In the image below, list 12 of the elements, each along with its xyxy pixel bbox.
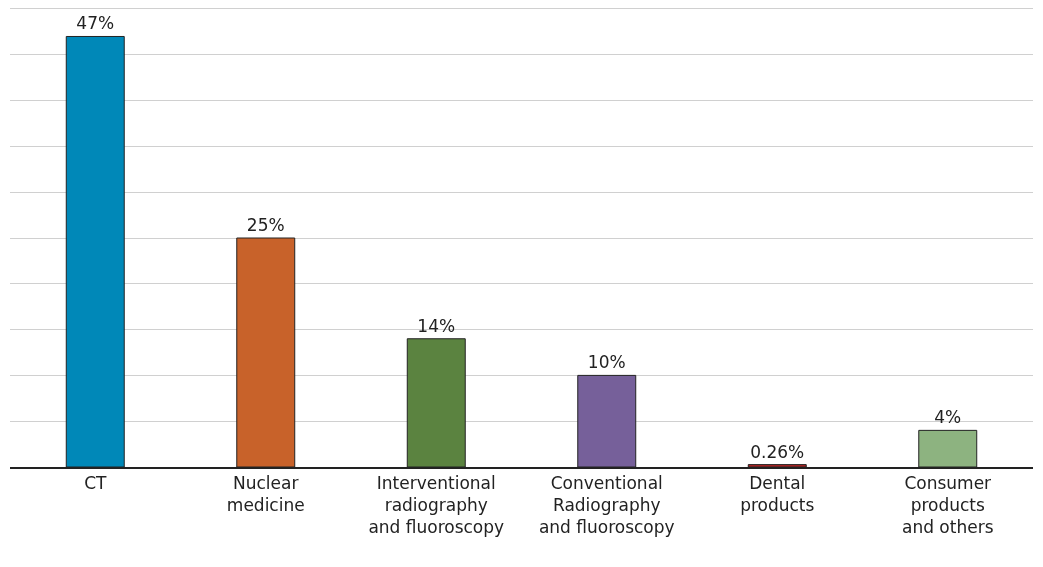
x-tick-label: Conventional Radiography and fluoroscopy (538, 473, 675, 538)
data-label: 4% (934, 407, 962, 428)
x-tick-label: Consumer products and others (901, 473, 994, 538)
data-label: 14% (417, 315, 456, 336)
x-tick-label: CT (84, 473, 107, 494)
data-label: 0.26% (750, 441, 805, 462)
x-tick-label: Nuclear medicine (226, 473, 305, 516)
data-label: 25% (246, 215, 285, 235)
x-tick-label: Dental products (740, 473, 815, 516)
data-label: 10% (587, 352, 626, 373)
data-label: 47% (76, 13, 115, 34)
x-tick-label: Interventional radiography and fluoroscopy (368, 473, 505, 538)
